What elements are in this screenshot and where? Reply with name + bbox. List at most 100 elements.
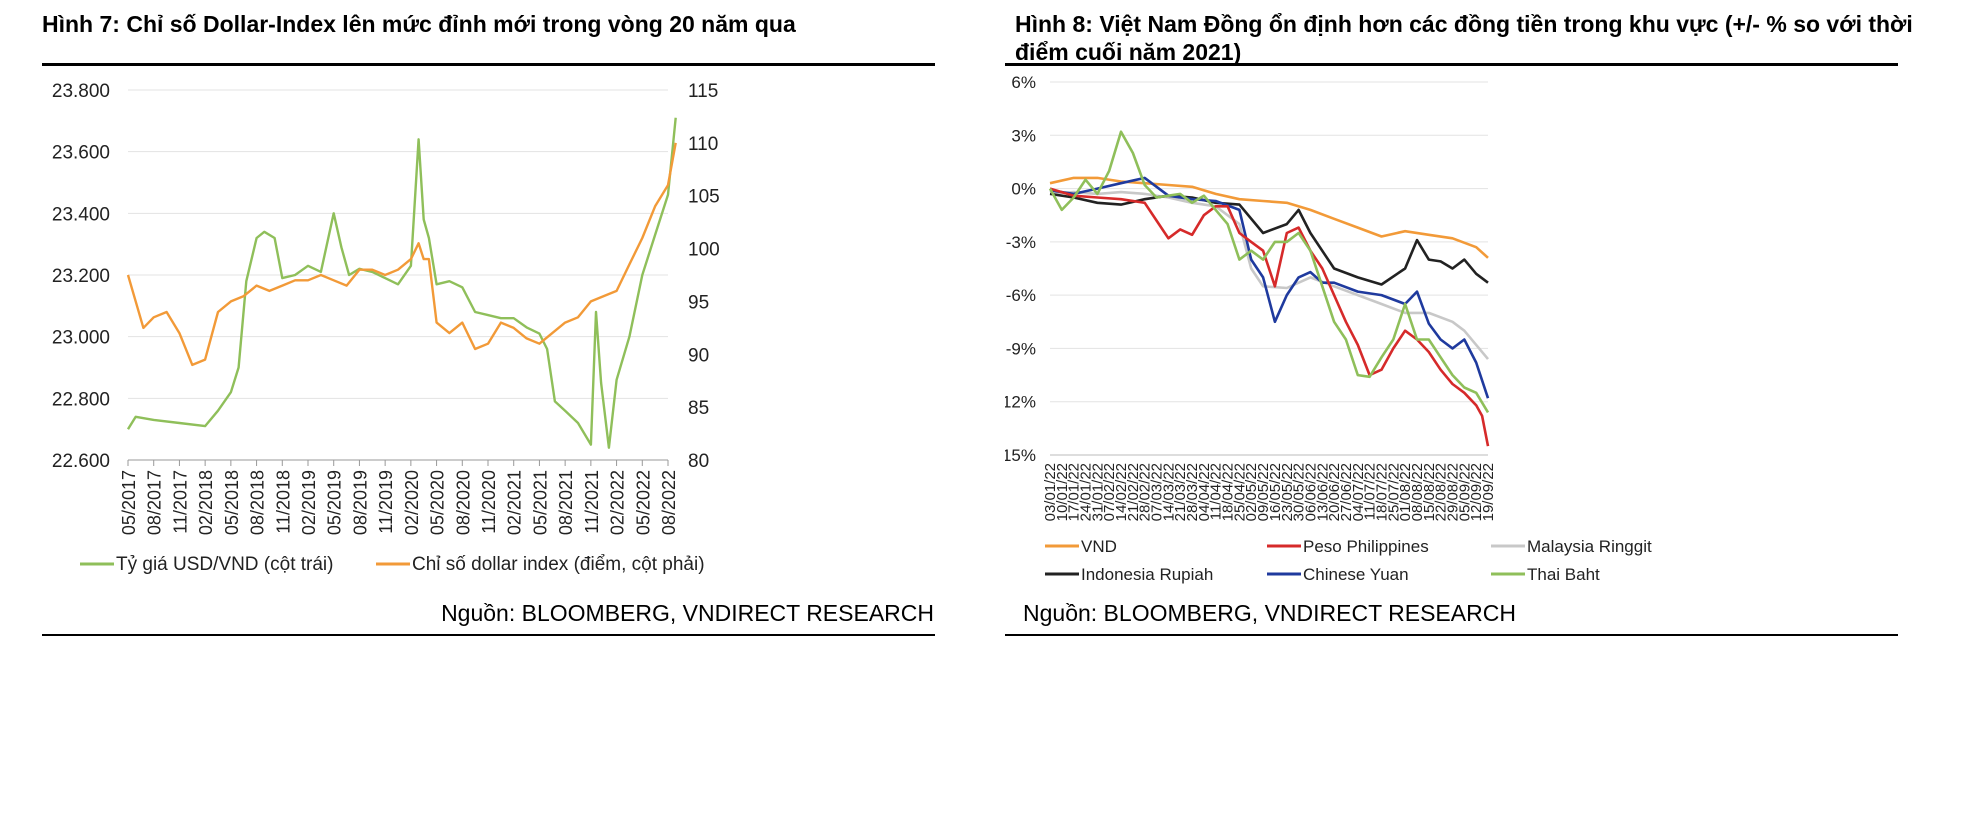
x-axis-tick-label: 08/2018 — [248, 470, 268, 535]
series-line-chinese-yuan — [1049, 176, 1490, 399]
right-axis-tick-label: 85 — [688, 398, 709, 419]
y-axis-tick-label: -15% — [1005, 446, 1036, 465]
figure-8-title: Hình 8: Việt Nam Đồng ổn định hơn các đồ… — [1015, 11, 1913, 65]
x-axis-tick-label: 31/01/22 — [1089, 463, 1106, 521]
x-axis-tick-label: 19/09/22 — [1480, 463, 1497, 521]
x-axis-tick-label: 05/2017 — [119, 470, 139, 535]
x-axis-tick-label: 22/08/22 — [1433, 463, 1450, 521]
x-axis-tick-label: 28/03/22 — [1184, 463, 1201, 521]
x-axis-tick-label: 12/09/22 — [1468, 463, 1485, 521]
y-axis-tick-label: -12% — [1005, 393, 1036, 412]
x-axis-tick-label: 02/2018 — [196, 470, 216, 535]
figure-8-chart: 6%3%0%-3%-6%-9%-12%-15%03/01/2210/01/221… — [1005, 73, 1652, 584]
series-line-peso-philippines — [1049, 187, 1490, 447]
legend-label: Chỉ số dollar index (điểm, cột phải) — [412, 554, 705, 575]
figure-7-title: Hình 7: Chỉ số Dollar-Index lên mức đỉnh… — [42, 11, 796, 37]
x-axis-tick-label: 17/01/22 — [1066, 463, 1083, 521]
right-axis-tick-label: 95 — [688, 292, 709, 313]
x-axis-tick-label: 25/04/22 — [1231, 463, 1248, 521]
x-axis-tick-label: 11/2021 — [582, 470, 602, 534]
y-axis-tick-label: -6% — [1006, 286, 1036, 305]
figure-7-top-rule — [42, 63, 935, 66]
x-axis-tick-label: 08/2022 — [659, 470, 679, 535]
x-axis-tick-label: 05/2020 — [428, 470, 448, 535]
x-axis-tick-label: 02/2019 — [299, 470, 319, 535]
x-axis-tick-label: 02/2022 — [608, 470, 628, 535]
figure-7-bottom-rule — [42, 634, 935, 636]
x-axis-tick-label: 11/2020 — [479, 470, 499, 534]
series-line-indonesia-rupiah — [1049, 192, 1489, 286]
x-axis-tick-label: 07/03/22 — [1149, 463, 1166, 521]
x-axis-tick-label: 03/01/22 — [1042, 463, 1059, 521]
x-axis-tick-label: 02/05/22 — [1243, 463, 1260, 521]
x-axis-tick-label: 30/05/22 — [1291, 463, 1308, 521]
legend-label-indonesia-rupiah: Indonesia Rupiah — [1081, 565, 1213, 584]
x-axis-tick-label: 08/2020 — [453, 470, 473, 535]
series-line-thai-baht — [1048, 130, 1490, 414]
y-axis-tick-label: 3% — [1011, 126, 1036, 145]
left-axis-tick-label: 23.400 — [52, 204, 110, 225]
legend-label-peso-philippines: Peso Philippines — [1303, 537, 1429, 556]
x-axis-tick-label: 24/01/22 — [1078, 463, 1095, 521]
figure-7-panel: Hình 7: Chỉ số Dollar-Index lên mức đỉnh… — [0, 0, 940, 828]
x-axis-tick-label: 11/07/22 — [1362, 463, 1379, 520]
figure-8-panel: Hình 8: Việt Nam Đồng ổn định hơn các đồ… — [1005, 0, 1962, 828]
series-line-usd-vnd — [126, 117, 677, 449]
y-axis-tick-label: 6% — [1011, 73, 1036, 92]
x-axis-tick-label: 15/08/22 — [1421, 463, 1438, 521]
right-axis-tick-label: 90 — [688, 345, 709, 366]
figure-8-top-rule — [1005, 63, 1898, 66]
series-line-vnd — [1049, 176, 1489, 259]
x-axis-tick-label: 04/04/22 — [1196, 463, 1213, 521]
x-axis-tick-label: 21/02/22 — [1125, 463, 1142, 521]
x-axis-tick-label: 18/04/22 — [1220, 463, 1237, 521]
legend-label-malaysia-ringgit: Malaysia Ringgit — [1527, 537, 1652, 556]
x-axis-tick-label: 01/08/22 — [1397, 463, 1414, 521]
x-axis-tick-label: 05/09/22 — [1456, 463, 1473, 521]
x-axis-tick-label: 08/2021 — [556, 470, 576, 535]
y-axis-tick-label: -9% — [1006, 339, 1036, 358]
series-line-dollar-index — [126, 142, 677, 367]
y-axis-tick-label: 0% — [1011, 180, 1036, 199]
x-axis-tick-label: 16/05/22 — [1267, 463, 1284, 521]
x-axis-tick-label: 14/02/22 — [1113, 463, 1130, 521]
right-axis-tick-label: 105 — [688, 187, 720, 208]
series-line-malaysia-ringgit — [1049, 190, 1489, 360]
x-axis-tick-label: 09/05/22 — [1255, 463, 1272, 521]
x-axis-tick-label: 27/06/22 — [1338, 463, 1355, 521]
figure-7-chart: 23.800 23.600 23.400 23.200 23.000 22.800 22.6… — [52, 81, 720, 575]
right-axis-tick-label: 80 — [688, 451, 709, 472]
y-axis-tick-label: -3% — [1006, 233, 1036, 252]
x-axis-tick-label: 08/08/22 — [1409, 463, 1426, 521]
figure-8-source: Nguồn: BLOOMBERG, VNDIRECT RESEARCH — [1023, 600, 1516, 626]
figure-8-bottom-rule — [1005, 634, 1898, 636]
x-axis-tick-label: 29/08/22 — [1444, 463, 1461, 521]
x-axis-tick-label: 14/03/22 — [1160, 463, 1177, 521]
left-axis-tick-label: 23.200 — [52, 266, 110, 287]
x-axis-tick-label: 08/2019 — [350, 470, 370, 535]
x-axis-tick-label: 23/05/22 — [1279, 463, 1296, 521]
x-axis-tick-label: 04/07/22 — [1350, 463, 1367, 521]
x-axis-tick-label: 06/06/22 — [1302, 463, 1319, 521]
x-axis-tick-label: 05/2019 — [325, 470, 345, 535]
x-axis-tick-label: 08/2017 — [145, 470, 165, 535]
x-axis-tick-label: 28/02/22 — [1137, 463, 1154, 521]
x-axis-tick-label: 11/2017 — [170, 470, 190, 534]
x-axis-tick-label: 11/2018 — [273, 470, 293, 534]
x-axis-tick-label: 10/01/22 — [1054, 463, 1071, 521]
x-axis-tick-label: 11/04/22 — [1208, 463, 1225, 520]
legend-label-thai-baht: Thai Baht — [1527, 565, 1600, 584]
x-axis-tick-label: 21/03/22 — [1172, 463, 1189, 521]
right-axis-tick-label: 110 — [688, 134, 718, 155]
left-axis-tick-label: 23.800 — [52, 81, 110, 102]
x-axis-tick-label: 13/06/22 — [1314, 463, 1331, 521]
x-axis-tick-label: 05/2018 — [222, 470, 242, 535]
x-axis-tick-label: 07/02/22 — [1101, 463, 1118, 521]
x-axis-tick-label: 02/2021 — [505, 470, 525, 535]
legend-label-chinese-yuan: Chinese Yuan — [1303, 565, 1409, 584]
x-axis-tick-label: 20/06/22 — [1326, 463, 1343, 521]
right-axis-tick-label: 100 — [688, 240, 720, 261]
x-axis-tick-label: 02/2020 — [402, 470, 422, 535]
legend-label-vnd: VND — [1081, 537, 1117, 556]
left-axis-tick-label: 22.800 — [52, 389, 110, 410]
